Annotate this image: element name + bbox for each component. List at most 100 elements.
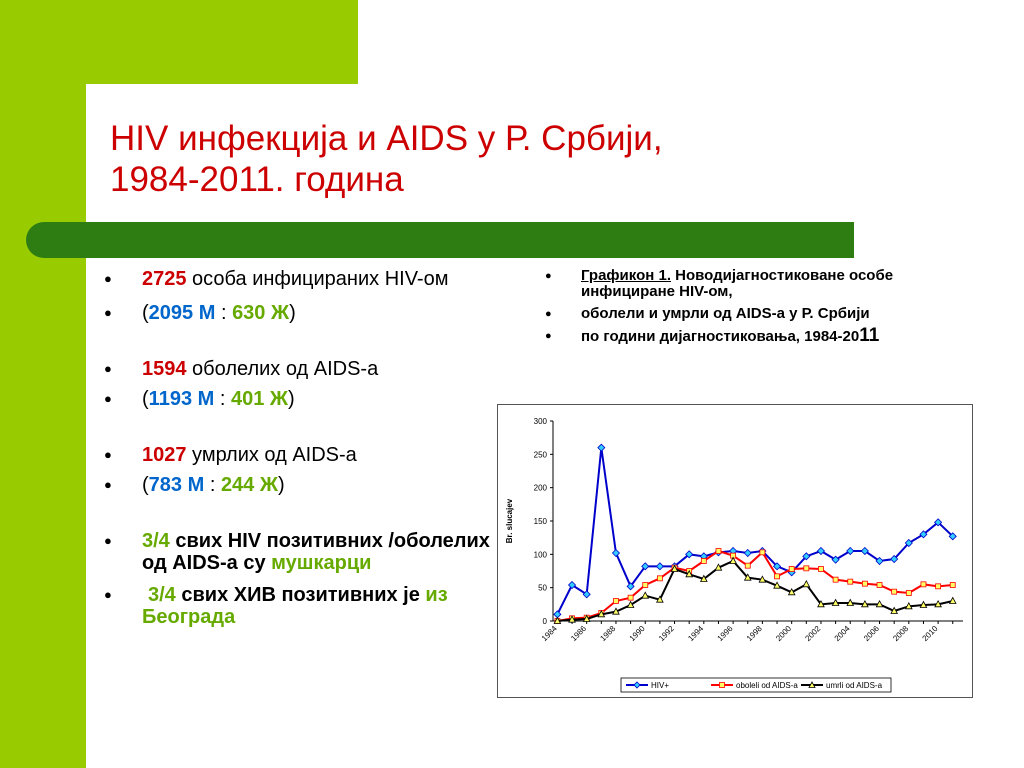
x-tick-label: 2010 [921,624,940,643]
data-point [934,518,943,527]
data-point [626,582,635,591]
data-point [816,546,826,556]
data-point [803,565,810,572]
legend-marker [808,681,816,688]
data-point [891,588,898,595]
data-point [919,530,928,539]
list-item: 2725 особа инфицираних HIV-ом [98,268,498,290]
data-point [802,579,811,588]
data-point [920,581,927,588]
series-line-2 [557,559,953,622]
data-point [714,563,723,571]
aids-text: оболелих од AIDS-а [186,358,379,380]
statistics-list: 2725 особа инфицираних HIV-ом (2095 М : … [98,268,498,628]
data-point [832,576,839,583]
y-tick-label: 150 [534,517,548,526]
chart-label: Графикон 1. [581,267,671,284]
x-tick-label: 2000 [774,624,793,643]
list-item: (783 М : 244 Ж) [98,474,498,496]
data-point [861,599,869,608]
data-point [715,548,722,554]
data-point [861,580,868,587]
aids-male: 1193 М [148,388,215,410]
data-point [553,616,562,624]
x-tick-label: 2004 [833,624,852,643]
series-line-0 [556,447,954,615]
x-tick-label: 2006 [862,624,881,643]
list-item: (1193 М : 401 Ж) [98,388,498,410]
data-point [905,590,912,596]
belgrade-fraction-tail: из Београда [142,584,448,628]
green-side-band [0,0,86,768]
deaths-count: 1027 [142,444,187,466]
separator: : [214,388,231,410]
chart-container: 0 50 100 150 200 250 300 Br. slucajev 1984 1986 19… [497,404,973,698]
page-title: HIV инфекција и AIDS у Р. Србији, 1984-2… [110,118,810,200]
series-line-1 [557,549,953,622]
legend-label: oboleli od AIDS-a [736,681,798,690]
x-tick-label: 1998 [745,624,764,643]
data-point [876,582,883,588]
line-chart: 0 50 100 150 200 250 300 Br. slucajev 1984 1986 19… [505,417,963,693]
separator: : [215,302,233,324]
legend-box [620,677,892,693]
data-point [860,546,869,556]
legend-marker [633,681,641,689]
data-point [949,582,956,588]
aids-female: 401 Ж [230,388,288,410]
data-point [641,562,650,571]
y-tick-label: 300 [534,417,548,426]
x-tick-label: 1996 [716,624,735,643]
data-point [729,556,737,564]
caption-text-2: оболели и умрли од AIDS-а у Р. Србији [581,305,870,322]
aids-count: 1594 [142,358,187,380]
paren-close: ) [287,388,295,410]
x-tick-label: 1986 [569,624,588,643]
paren-open: ( [142,302,149,324]
data-point [875,599,884,608]
data-point [597,443,606,452]
legend-marker [719,682,725,688]
data-point [831,555,840,564]
deaths-female: 244 Ж [220,474,278,496]
separator: : [204,474,221,496]
data-point [818,566,824,572]
infected-count: 2725 [142,268,187,290]
data-point [934,599,942,608]
data-point [744,562,751,569]
caption-text-1: Новодијагностиковане особе инфициране HI… [581,267,894,300]
paren-close: ) [289,302,296,324]
data-point [846,546,855,556]
list-item: 3/4 свих ХИВ позитивних је из Београда [98,584,498,628]
data-point [626,600,635,608]
data-point [685,550,694,559]
male-fraction: 3/4 [142,530,170,552]
data-point [774,573,780,580]
list-item: 3/4 свих HIV позитивних /оболелих од AID… [98,530,498,574]
data-point [699,574,708,582]
y-tick-label: 100 [534,550,548,559]
y-tick-label: 200 [534,484,548,493]
data-point [642,582,649,588]
list-item: оболели и умрли од AIDS-а у Р. Србији [545,305,945,323]
data-point [582,614,591,622]
male-fraction-text: свих HIV позитивних /оболелих од AIDS-а … [142,530,490,574]
deaths-text: умрлих од AIDS-а [186,444,357,466]
data-point [743,548,752,558]
belgrade-fraction-text: свих ХИВ позитивних је [175,584,426,606]
y-axis-label: Br. slucajev [505,498,514,543]
paren-close: ) [277,474,285,496]
infected-male: 2095 М [148,302,216,324]
data-point [656,595,664,603]
data-point [773,581,781,589]
data-point [641,591,650,599]
title-line-2: 1984-2011. година [110,160,404,199]
data-point [817,599,825,608]
legend-label: HIV+ [651,681,669,690]
data-point [700,558,707,564]
data-point [612,607,620,615]
data-point [655,562,664,571]
legend-label: umrli od AIDS-a [826,681,883,690]
data-point [846,598,855,606]
title-divider-bar [26,222,854,258]
